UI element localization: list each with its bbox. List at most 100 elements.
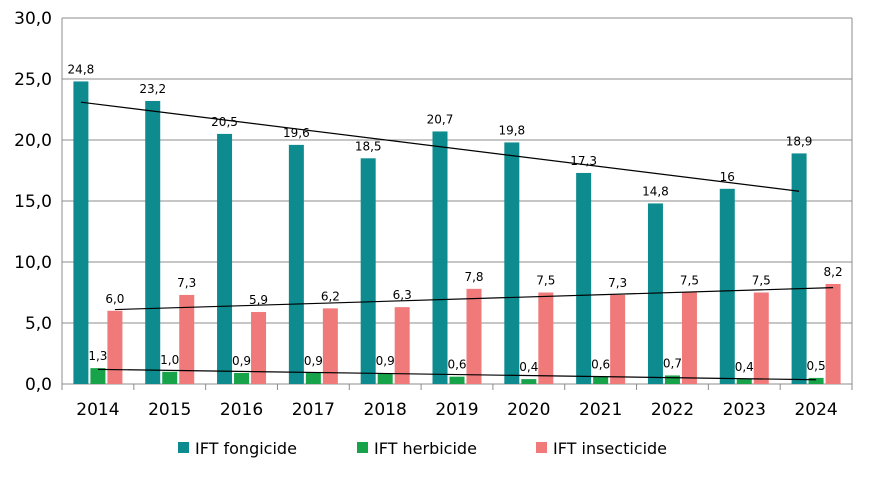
bar-ift-insecticide-2022 (681, 292, 697, 384)
trendlines (80, 101, 834, 381)
bar-ift-fongicide-2016 (217, 133, 233, 384)
data-label: 0,4 (519, 360, 538, 374)
data-label: 20,7 (427, 112, 454, 126)
data-label: 6,0 (105, 292, 124, 306)
data-label: 18,9 (786, 134, 813, 148)
bar-ift-insecticide-2019 (466, 288, 482, 384)
bar-ift-herbicide-2020 (521, 379, 537, 384)
bar-ift-insecticide-2020 (538, 292, 554, 384)
bar-ift-insecticide-2021 (610, 294, 626, 384)
bar-ift-insecticide-2016 (251, 312, 267, 384)
data-label: 7,5 (680, 274, 699, 288)
x-axis-tick-labels: 2014 2015 2016 2017 2018 2019 2020 2021 2022 2023… (76, 400, 837, 420)
y-tick-label: 20,0 (14, 131, 52, 151)
trendline-ift-herbicide (97, 368, 817, 381)
data-label: 0,6 (447, 358, 466, 372)
y-tick-label: 0,0 (25, 375, 52, 395)
data-label: 0,9 (232, 354, 251, 368)
x-tick-label: 2017 (292, 400, 335, 420)
data-label: 0,5 (807, 359, 826, 373)
bar-ift-insecticide-2015 (179, 294, 195, 384)
data-label: 17,3 (570, 154, 597, 168)
data-label: 24,8 (68, 62, 95, 76)
data-label: 7,3 (608, 276, 627, 290)
data-label: 19,8 (498, 123, 525, 137)
legend-label: IFT insecticide (553, 439, 667, 458)
legend-swatch (357, 442, 368, 453)
bar-ift-herbicide-2018 (377, 373, 393, 384)
x-tick-label: 2021 (579, 400, 622, 420)
y-tick-label: 10,0 (14, 253, 52, 273)
bar-ift-fongicide-2015 (145, 100, 161, 385)
bar-ift-insecticide-2017 (322, 308, 338, 384)
data-label: 5,9 (249, 293, 268, 307)
x-tick-label: 2022 (651, 400, 694, 420)
data-label: 14,8 (642, 184, 669, 198)
bar-ift-fongicide-2024 (791, 153, 807, 384)
data-label: 19,6 (283, 126, 310, 140)
bar-ift-fongicide-2020 (504, 142, 520, 384)
bar-ift-herbicide-2022 (664, 375, 680, 384)
x-tick-label: 2024 (794, 400, 837, 420)
data-label: 7,5 (752, 274, 771, 288)
bar-ift-fongicide-2021 (576, 172, 592, 384)
bar-ift-insecticide-2014 (107, 310, 123, 384)
data-label: 7,5 (536, 274, 555, 288)
bar-ift-herbicide-2017 (305, 373, 321, 384)
bar-ift-fongicide-2022 (647, 203, 663, 384)
data-label: 1,0 (160, 353, 179, 367)
data-label: 23,2 (139, 82, 166, 96)
data-label: 0,4 (735, 360, 754, 374)
bar-ift-herbicide-2021 (593, 376, 609, 384)
bar-ift-herbicide-2014 (90, 368, 106, 384)
bar-ift-insecticide-2018 (394, 307, 410, 384)
data-label: 6,2 (321, 289, 340, 303)
x-tick-label: 2016 (220, 400, 263, 420)
x-tick-label: 2020 (507, 400, 550, 420)
y-tick-label: 25,0 (14, 70, 52, 90)
data-label: 1,3 (88, 349, 107, 363)
legend-label: IFT herbicide (374, 439, 477, 458)
data-label: 20,5 (211, 115, 238, 129)
bar-ift-fongicide-2019 (432, 131, 448, 384)
data-label: 6,3 (393, 288, 412, 302)
legend-swatch (536, 442, 547, 453)
x-tick-label: 2019 (435, 400, 478, 420)
y-tick-label: 5,0 (25, 314, 52, 334)
trendline-ift-insecticide (114, 287, 834, 311)
bar-ift-fongicide-2014 (73, 81, 89, 384)
legend-swatch (178, 442, 189, 453)
bar-ift-herbicide-2023 (736, 379, 752, 384)
y-tick-label: 15,0 (14, 192, 52, 212)
data-label: 7,3 (177, 276, 196, 290)
legend-label: IFT fongicide (195, 439, 297, 458)
data-labels: 24,8 23,2 20,5 19,6 18,5 20,7 19,8 17,3 14,8 16 18… (68, 62, 843, 374)
legend: IFT fongicide IFT herbicide IFT insecticid… (178, 439, 667, 458)
bar-ift-herbicide-2016 (234, 373, 250, 384)
data-label: 0,9 (376, 354, 395, 368)
x-tick-label: 2014 (76, 400, 119, 420)
data-label: 18,5 (355, 139, 382, 153)
bar-ift-fongicide-2023 (719, 188, 735, 384)
x-tick-label: 2023 (723, 400, 766, 420)
bar-ift-insecticide-2024 (825, 283, 841, 384)
data-label: 0,7 (663, 356, 682, 370)
data-label: 16 (720, 170, 735, 184)
trendline-ift-fongicide (80, 101, 800, 192)
data-label: 7,8 (464, 270, 483, 284)
data-label: 0,9 (304, 354, 323, 368)
bar-ift-fongicide-2018 (360, 158, 376, 384)
bar-ift-fongicide-2017 (288, 144, 304, 384)
y-axis-tick-labels: 0,0 5,0 10,0 15,0 20,0 25,0 30,0 (14, 9, 52, 395)
bar-ift-herbicide-2024 (808, 377, 824, 384)
x-tick-label: 2018 (364, 400, 407, 420)
y-tick-label: 30,0 (14, 9, 52, 29)
data-label: 0,6 (591, 358, 610, 372)
x-tick-label: 2015 (148, 400, 191, 420)
data-label: 8,2 (824, 265, 843, 279)
bar-ift-herbicide-2015 (162, 371, 178, 384)
bars (73, 81, 841, 385)
bar-ift-herbicide-2019 (449, 376, 465, 384)
bar-ift-insecticide-2023 (753, 292, 769, 384)
